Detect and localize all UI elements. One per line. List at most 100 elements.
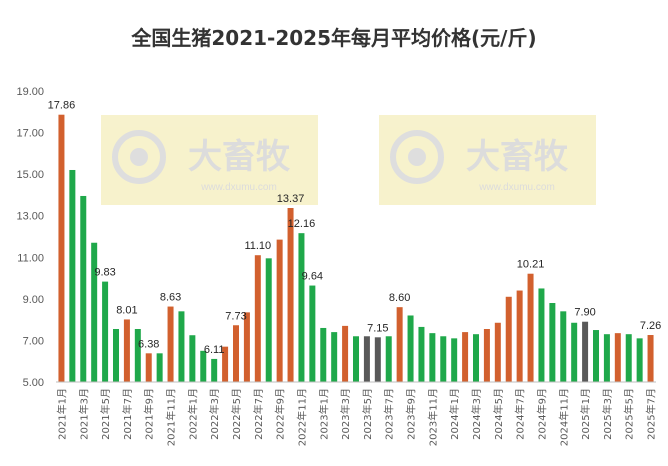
bar [178, 311, 185, 382]
bar [385, 336, 392, 382]
bar [363, 336, 370, 382]
y-tick-label: 7.00 [23, 335, 44, 347]
data-label: 6.38 [138, 338, 159, 350]
bar [222, 346, 229, 382]
data-label: 17.86 [48, 100, 76, 112]
bar [320, 327, 327, 382]
bar [189, 335, 196, 382]
bar [134, 329, 141, 382]
bar [287, 208, 294, 382]
bar [582, 321, 589, 382]
bar [265, 258, 272, 382]
bar [473, 334, 479, 382]
bar [396, 307, 403, 382]
data-label: 7.26 [640, 320, 661, 332]
bar [462, 332, 469, 382]
x-tick-label: 2024年1月 [448, 388, 461, 440]
svg-text:大畜牧: 大畜牧 [188, 137, 291, 177]
bar [123, 319, 130, 382]
bar [407, 315, 414, 382]
x-tick-label: 2021年7月 [121, 388, 134, 440]
svg-text:www.dxumu.com: www.dxumu.com [478, 182, 555, 193]
bar [298, 233, 305, 382]
bar [560, 311, 567, 382]
y-tick-label: 11.00 [17, 252, 44, 264]
bar [102, 281, 109, 382]
x-tick-label: 2022年9月 [274, 388, 287, 440]
bar [156, 353, 163, 382]
x-tick-label: 2023年3月 [339, 388, 352, 440]
bar [211, 358, 218, 382]
y-tick-label: 13.00 [16, 211, 44, 223]
bar [505, 296, 512, 382]
bar [603, 334, 610, 382]
bar [549, 303, 556, 382]
bar [418, 326, 425, 382]
y-tick-label: 17.00 [16, 128, 44, 140]
x-tick-label: 2025年1月 [579, 388, 592, 440]
x-tick-label: 2021年3月 [77, 388, 90, 440]
bar [91, 242, 98, 382]
bar [353, 336, 359, 382]
x-tick-label: 2023年1月 [317, 388, 330, 440]
x-tick-label: 2024年9月 [535, 388, 548, 440]
x-tick-label: 2022年5月 [230, 388, 243, 440]
data-label: 8.01 [116, 304, 137, 316]
x-tick-label: 2025年5月 [623, 388, 636, 440]
data-label: 7.90 [574, 307, 595, 319]
bar [276, 239, 283, 382]
watermark-logo: 大畜牧 www.dxumu.com [101, 115, 318, 205]
data-label: 8.63 [160, 292, 181, 304]
bar [167, 306, 174, 382]
x-tick-label: 2021年9月 [143, 388, 156, 440]
bar [483, 329, 490, 382]
x-tick-label: 2023年11月 [426, 388, 439, 446]
bar [571, 322, 578, 382]
bar [69, 169, 76, 382]
data-label: 9.83 [94, 267, 115, 279]
x-tick-label: 2023年9月 [405, 388, 418, 440]
data-label: 8.60 [389, 292, 410, 304]
x-tick-label: 2021年1月 [55, 388, 68, 440]
y-tick-label: 5.00 [23, 377, 44, 389]
x-tick-label: 2024年7月 [514, 388, 527, 440]
data-label: 7.73 [225, 310, 246, 322]
data-label: 7.15 [367, 322, 388, 334]
bar [494, 322, 501, 382]
data-label: 12.16 [288, 218, 316, 230]
bar [516, 290, 523, 382]
bar [625, 334, 632, 382]
bar [342, 325, 349, 382]
bar [636, 338, 643, 382]
bar [233, 325, 239, 382]
x-tick-label: 2023年5月 [361, 388, 374, 440]
x-tick-label: 2023年7月 [383, 388, 396, 440]
y-tick-label: 15.00 [16, 169, 44, 181]
x-tick-label: 2022年3月 [208, 388, 221, 440]
bar [243, 312, 250, 382]
watermark-logo: 大畜牧 www.dxumu.com [379, 115, 596, 205]
bar [254, 255, 261, 382]
bar [593, 330, 599, 382]
x-tick-label: 2025年3月 [601, 388, 614, 440]
y-tick-label: 19.00 [16, 86, 44, 98]
data-label: 13.37 [277, 193, 305, 205]
bar [527, 273, 534, 382]
bar [58, 114, 65, 382]
x-tick-label: 2025年7月 [645, 388, 658, 440]
x-tick-label: 2024年3月 [470, 388, 483, 440]
data-label: 11.10 [244, 240, 271, 252]
bar [647, 335, 654, 382]
chart-title: 全国生猪2021-2025年每月平均价格(元/斤) [131, 26, 537, 50]
bar [451, 338, 458, 382]
bar [145, 353, 152, 382]
bar [538, 288, 545, 382]
data-label: 6.11 [204, 344, 225, 356]
x-tick-label: 2024年11月 [557, 388, 570, 446]
x-tick-label: 2022年1月 [186, 388, 199, 440]
x-tick-label: 2022年11月 [295, 388, 308, 446]
y-tick-label: 9.00 [23, 294, 44, 306]
bar [200, 350, 207, 382]
